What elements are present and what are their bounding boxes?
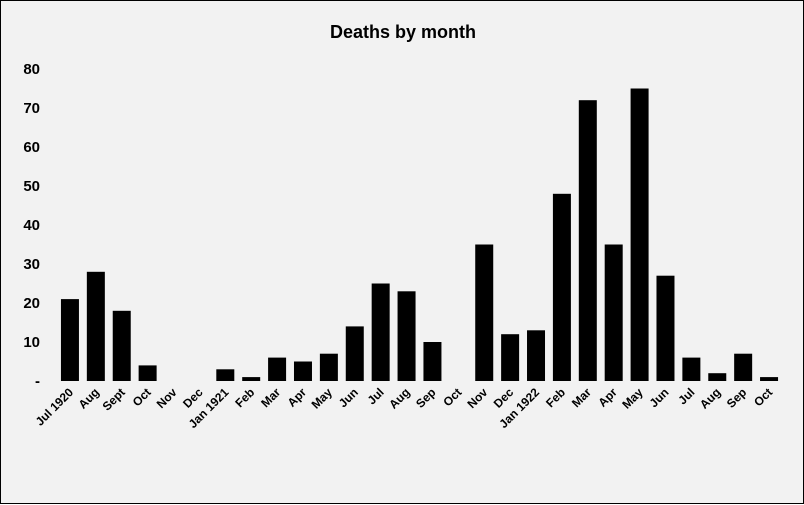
bar: [501, 334, 520, 381]
bar: [371, 283, 390, 381]
y-tick-label: 70: [23, 100, 40, 117]
bar: [630, 88, 649, 381]
x-tick-label: Nov: [464, 385, 490, 411]
y-tick-label: 60: [23, 139, 40, 156]
bar: [345, 326, 364, 381]
x-tick-label: Aug: [386, 385, 412, 411]
bar: [423, 342, 442, 381]
y-axis: - 10 20 30 40 50 60 70 80: [23, 61, 40, 390]
x-tick-label: Apr: [285, 385, 310, 410]
x-tick-label: Jul: [675, 385, 697, 407]
bar: [682, 357, 701, 381]
x-tick-label: May: [619, 385, 646, 412]
x-tick-label: Sep: [724, 385, 749, 410]
x-tick-label: Aug: [697, 385, 723, 411]
bar: [760, 377, 779, 381]
bar: [397, 291, 416, 381]
y-tick-label: 50: [23, 178, 40, 195]
bar: [268, 357, 287, 381]
bar: [656, 275, 675, 381]
x-tick-label: Oct: [440, 385, 464, 409]
x-tick-label: Jul: [365, 385, 387, 407]
x-tick-label: May: [309, 385, 336, 412]
bar: [319, 353, 338, 381]
x-tick-label: Nov: [154, 385, 180, 411]
y-tick-label: 10: [23, 334, 40, 351]
x-tick-label: Sep: [413, 385, 438, 410]
x-tick-label: Oct: [130, 385, 154, 409]
x-tick-label: Jul 1920: [33, 385, 77, 429]
y-tick-label: 30: [23, 256, 40, 273]
bar: [138, 365, 157, 381]
y-tick-label: 80: [23, 61, 40, 78]
x-tick-label: Apr: [595, 385, 620, 410]
x-tick-label: Feb: [232, 385, 257, 410]
bar: [216, 369, 235, 381]
bar: [734, 353, 753, 381]
y-tick-label: -: [35, 373, 40, 390]
x-tick-label: Jun: [336, 385, 361, 410]
bar: [527, 330, 546, 381]
x-tick-label: Mar: [258, 385, 283, 410]
x-tick-label: Jun: [647, 385, 672, 410]
bar: [60, 299, 79, 381]
bar: [242, 377, 261, 381]
bar: [708, 373, 727, 381]
x-tick-label: Mar: [569, 385, 594, 410]
x-tick-label: Feb: [543, 385, 568, 410]
bar: [578, 100, 597, 381]
bar: [475, 244, 494, 381]
bar: [112, 310, 131, 381]
y-tick-label: 40: [23, 217, 40, 234]
x-tick-label: Oct: [751, 385, 775, 409]
x-tick-label: Aug: [76, 385, 102, 411]
bars: [60, 88, 779, 381]
bar: [552, 193, 571, 381]
x-tick-label: Sept: [100, 385, 128, 413]
bar: [293, 361, 312, 381]
chart-title: Deaths by month: [330, 22, 476, 42]
bar: [604, 244, 623, 381]
bar: [86, 271, 105, 381]
y-tick-label: 20: [23, 295, 40, 312]
